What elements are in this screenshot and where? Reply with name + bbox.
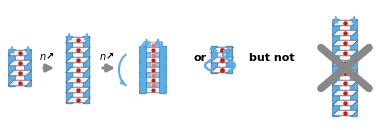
- Polygon shape: [66, 47, 90, 53]
- Polygon shape: [211, 47, 234, 53]
- FancyBboxPatch shape: [226, 46, 233, 74]
- Polygon shape: [66, 77, 90, 83]
- Polygon shape: [139, 87, 167, 93]
- Polygon shape: [143, 52, 163, 58]
- Polygon shape: [143, 62, 163, 68]
- Polygon shape: [8, 50, 32, 56]
- FancyBboxPatch shape: [351, 19, 357, 117]
- Polygon shape: [66, 57, 90, 63]
- FancyBboxPatch shape: [140, 46, 146, 94]
- Polygon shape: [332, 90, 358, 96]
- Text: $n$↗: $n$↗: [39, 51, 54, 62]
- Polygon shape: [332, 70, 358, 76]
- FancyBboxPatch shape: [83, 36, 90, 104]
- Polygon shape: [332, 60, 358, 66]
- Polygon shape: [8, 70, 32, 76]
- Polygon shape: [211, 67, 234, 73]
- Polygon shape: [66, 97, 90, 103]
- Polygon shape: [66, 87, 90, 93]
- Polygon shape: [143, 72, 163, 78]
- Polygon shape: [332, 80, 358, 86]
- FancyBboxPatch shape: [25, 49, 31, 87]
- Polygon shape: [139, 67, 167, 73]
- Polygon shape: [332, 50, 358, 56]
- FancyBboxPatch shape: [66, 36, 73, 104]
- Polygon shape: [332, 110, 358, 116]
- Text: but not: but not: [249, 53, 295, 63]
- Polygon shape: [66, 67, 90, 73]
- Polygon shape: [332, 40, 358, 46]
- Polygon shape: [139, 57, 167, 63]
- Text: $n$↗: $n$↗: [99, 51, 115, 62]
- FancyBboxPatch shape: [160, 46, 166, 94]
- Polygon shape: [211, 57, 234, 63]
- FancyBboxPatch shape: [144, 41, 150, 89]
- Polygon shape: [139, 77, 167, 83]
- FancyBboxPatch shape: [9, 49, 15, 87]
- Polygon shape: [8, 60, 32, 66]
- Polygon shape: [66, 37, 90, 43]
- Polygon shape: [332, 30, 358, 36]
- Polygon shape: [8, 80, 32, 86]
- Polygon shape: [332, 20, 358, 26]
- Text: or: or: [194, 53, 206, 63]
- FancyBboxPatch shape: [333, 19, 339, 117]
- Polygon shape: [332, 100, 358, 106]
- Polygon shape: [139, 47, 167, 53]
- FancyBboxPatch shape: [156, 41, 162, 89]
- Polygon shape: [143, 82, 163, 88]
- FancyBboxPatch shape: [211, 46, 218, 74]
- Polygon shape: [143, 42, 163, 48]
